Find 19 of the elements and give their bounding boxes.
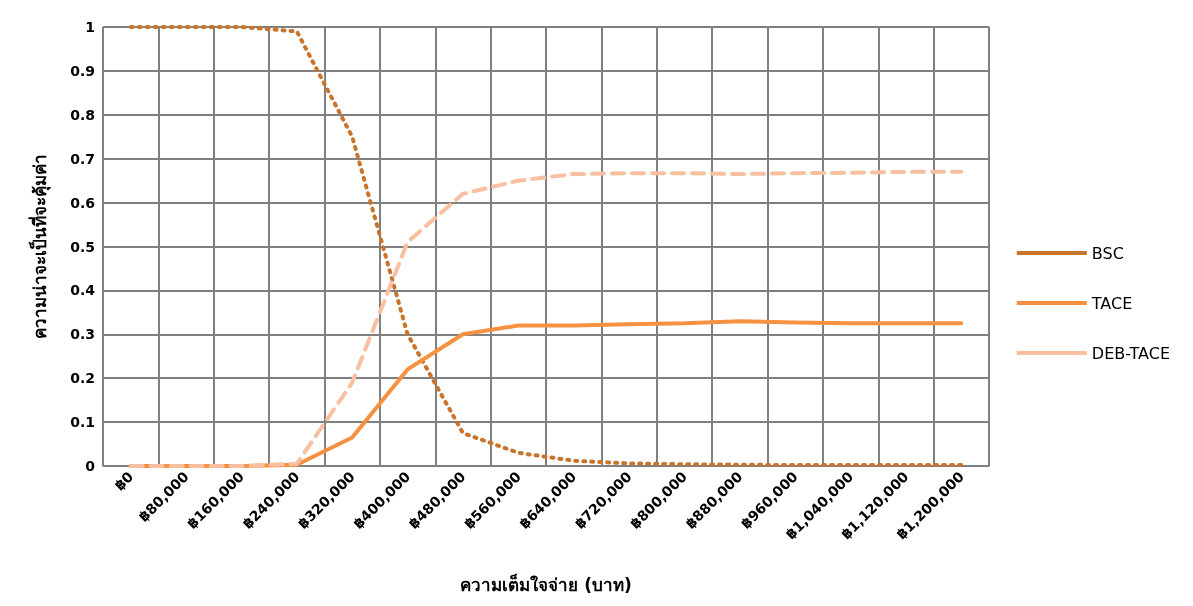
y-tick-label: 0.3 xyxy=(70,326,95,343)
y-tick-label: 0.6 xyxy=(70,194,95,211)
y-tick-label: 0.5 xyxy=(70,238,95,255)
x-tick-label: ฿0 xyxy=(111,468,137,494)
line-series xyxy=(128,169,964,468)
line-series xyxy=(128,25,964,468)
legend-label: TACE xyxy=(1090,293,1133,313)
y-tick-label: 0.7 xyxy=(70,150,95,167)
y-axis-title: ความน่าจะเป็นที่จะคุ้มค่า xyxy=(27,154,51,339)
y-tick-label: 0.9 xyxy=(70,62,95,79)
y-tick-label: 1 xyxy=(85,19,95,35)
y-tick-label: 0.8 xyxy=(70,106,95,123)
x-axis-title: ความเต็มใจจ่าย (บาท) xyxy=(460,572,632,595)
y-tick-label: 0.4 xyxy=(70,282,96,299)
y-tick-label: 0.2 xyxy=(70,370,95,387)
legend-label: BSC xyxy=(1091,243,1124,263)
legend-label: DEB-TACE xyxy=(1091,343,1170,363)
y-tick-label: 0 xyxy=(85,458,96,474)
y-tick-label: 0.1 xyxy=(70,414,95,431)
